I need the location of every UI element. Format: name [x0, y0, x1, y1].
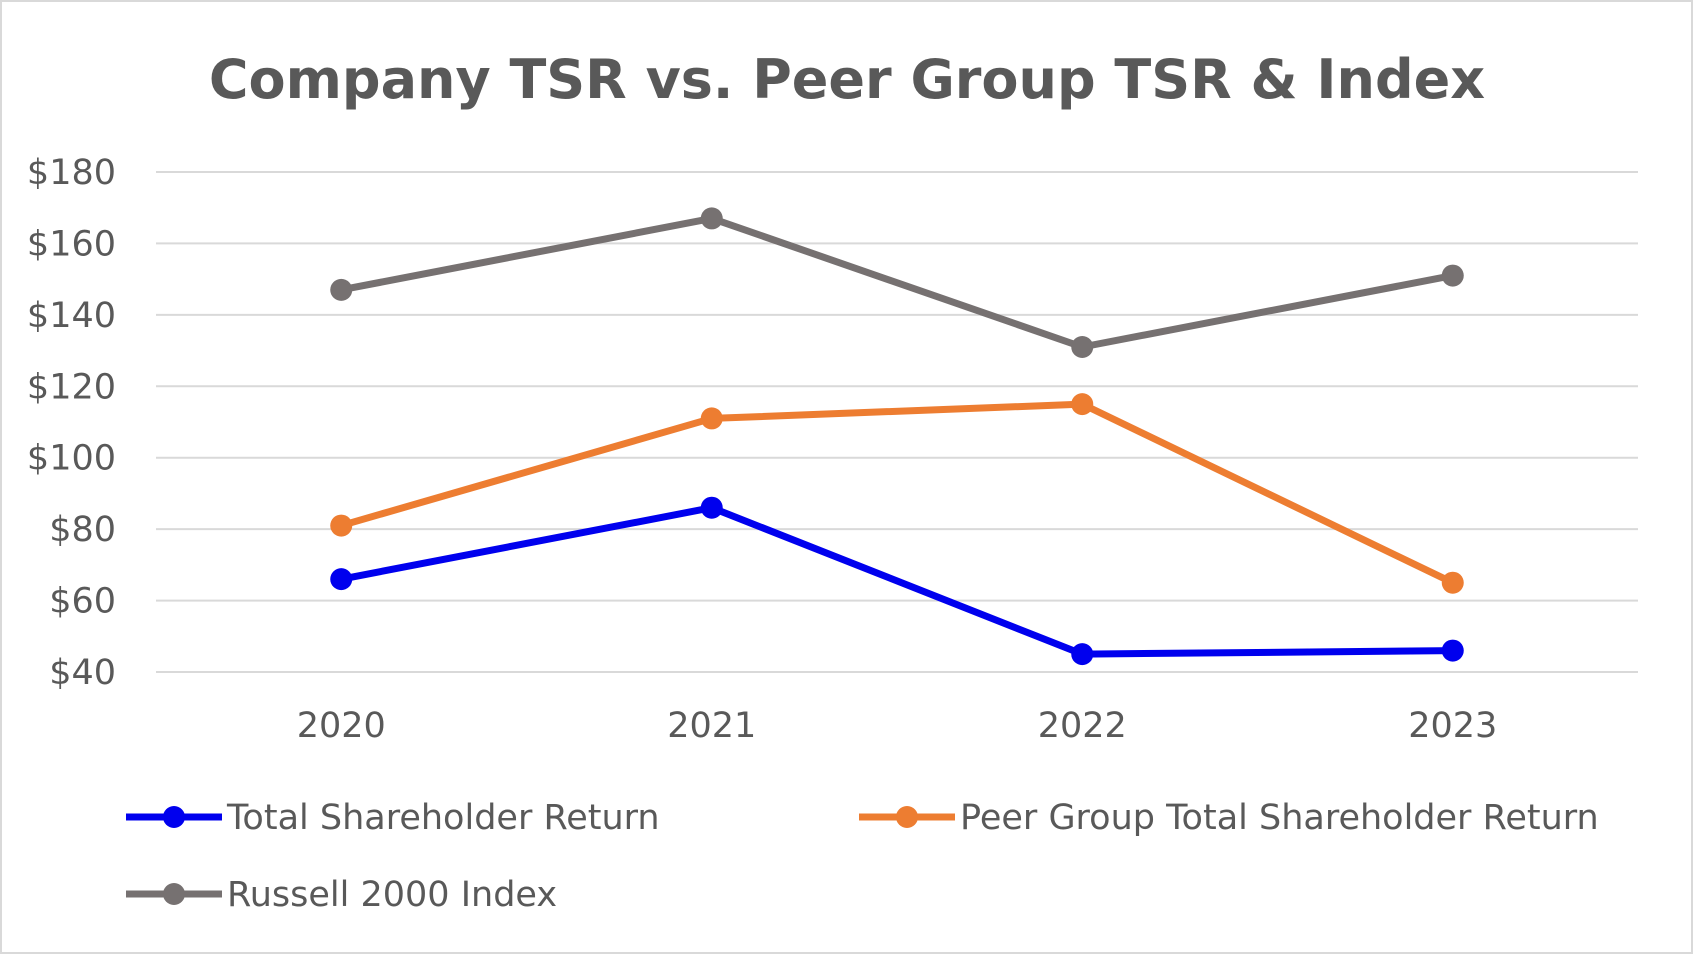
data-point — [330, 278, 353, 301]
series-2 — [330, 393, 1464, 594]
series-1 — [330, 496, 1464, 666]
x-tick-label: 2020 — [297, 706, 386, 746]
legend-label: Peer Group Total Shareholder Return — [960, 798, 1599, 838]
gridlines — [156, 171, 1638, 673]
series-line — [337, 214, 1457, 351]
series-lines — [330, 207, 1464, 666]
data-point — [1071, 643, 1094, 666]
legend: Total Shareholder Return Peer Group Total… — [126, 798, 1599, 915]
legend-marker — [163, 806, 185, 828]
y-tick-label: $140 — [27, 296, 116, 336]
y-axis-ticks: $40 $60 $80 $100 $120 $140 $160 $180 — [27, 153, 116, 693]
data-point — [700, 496, 723, 519]
series-line — [337, 504, 1457, 658]
data-point — [1071, 336, 1094, 358]
legend-marker — [163, 883, 185, 905]
y-tick-label: $80 — [49, 510, 116, 550]
data-point — [700, 207, 723, 230]
data-point — [1441, 264, 1464, 287]
legend-label: Russell 2000 Index — [227, 875, 557, 915]
data-point — [1441, 571, 1464, 594]
y-tick-label: $180 — [27, 153, 116, 193]
y-tick-label: $100 — [27, 439, 116, 479]
x-tick-label: 2023 — [1408, 706, 1497, 746]
data-point — [330, 568, 353, 591]
legend-label: Total Shareholder Return — [226, 798, 660, 838]
y-tick-label: $60 — [49, 582, 116, 622]
series-3 — [330, 207, 1464, 358]
y-tick-label: $160 — [27, 224, 116, 264]
data-point — [700, 407, 723, 430]
y-tick-label: $120 — [27, 367, 116, 407]
data-point — [1071, 393, 1094, 416]
legend-item: Peer Group Total Shareholder Return — [859, 798, 1599, 838]
data-point — [330, 514, 353, 537]
x-tick-label: 2021 — [667, 706, 756, 746]
legend-marker — [896, 806, 918, 828]
legend-item: Russell 2000 Index — [126, 875, 557, 915]
x-tick-label: 2022 — [1038, 706, 1127, 746]
data-point — [1441, 639, 1464, 662]
chart-title: Company TSR vs. Peer Group TSR & Index — [209, 48, 1485, 111]
legend-item: Total Shareholder Return — [126, 798, 660, 838]
y-tick-label: $40 — [49, 653, 116, 693]
x-axis-ticks: 2020 2021 2022 2023 — [297, 706, 1498, 746]
series-line — [337, 400, 1457, 587]
